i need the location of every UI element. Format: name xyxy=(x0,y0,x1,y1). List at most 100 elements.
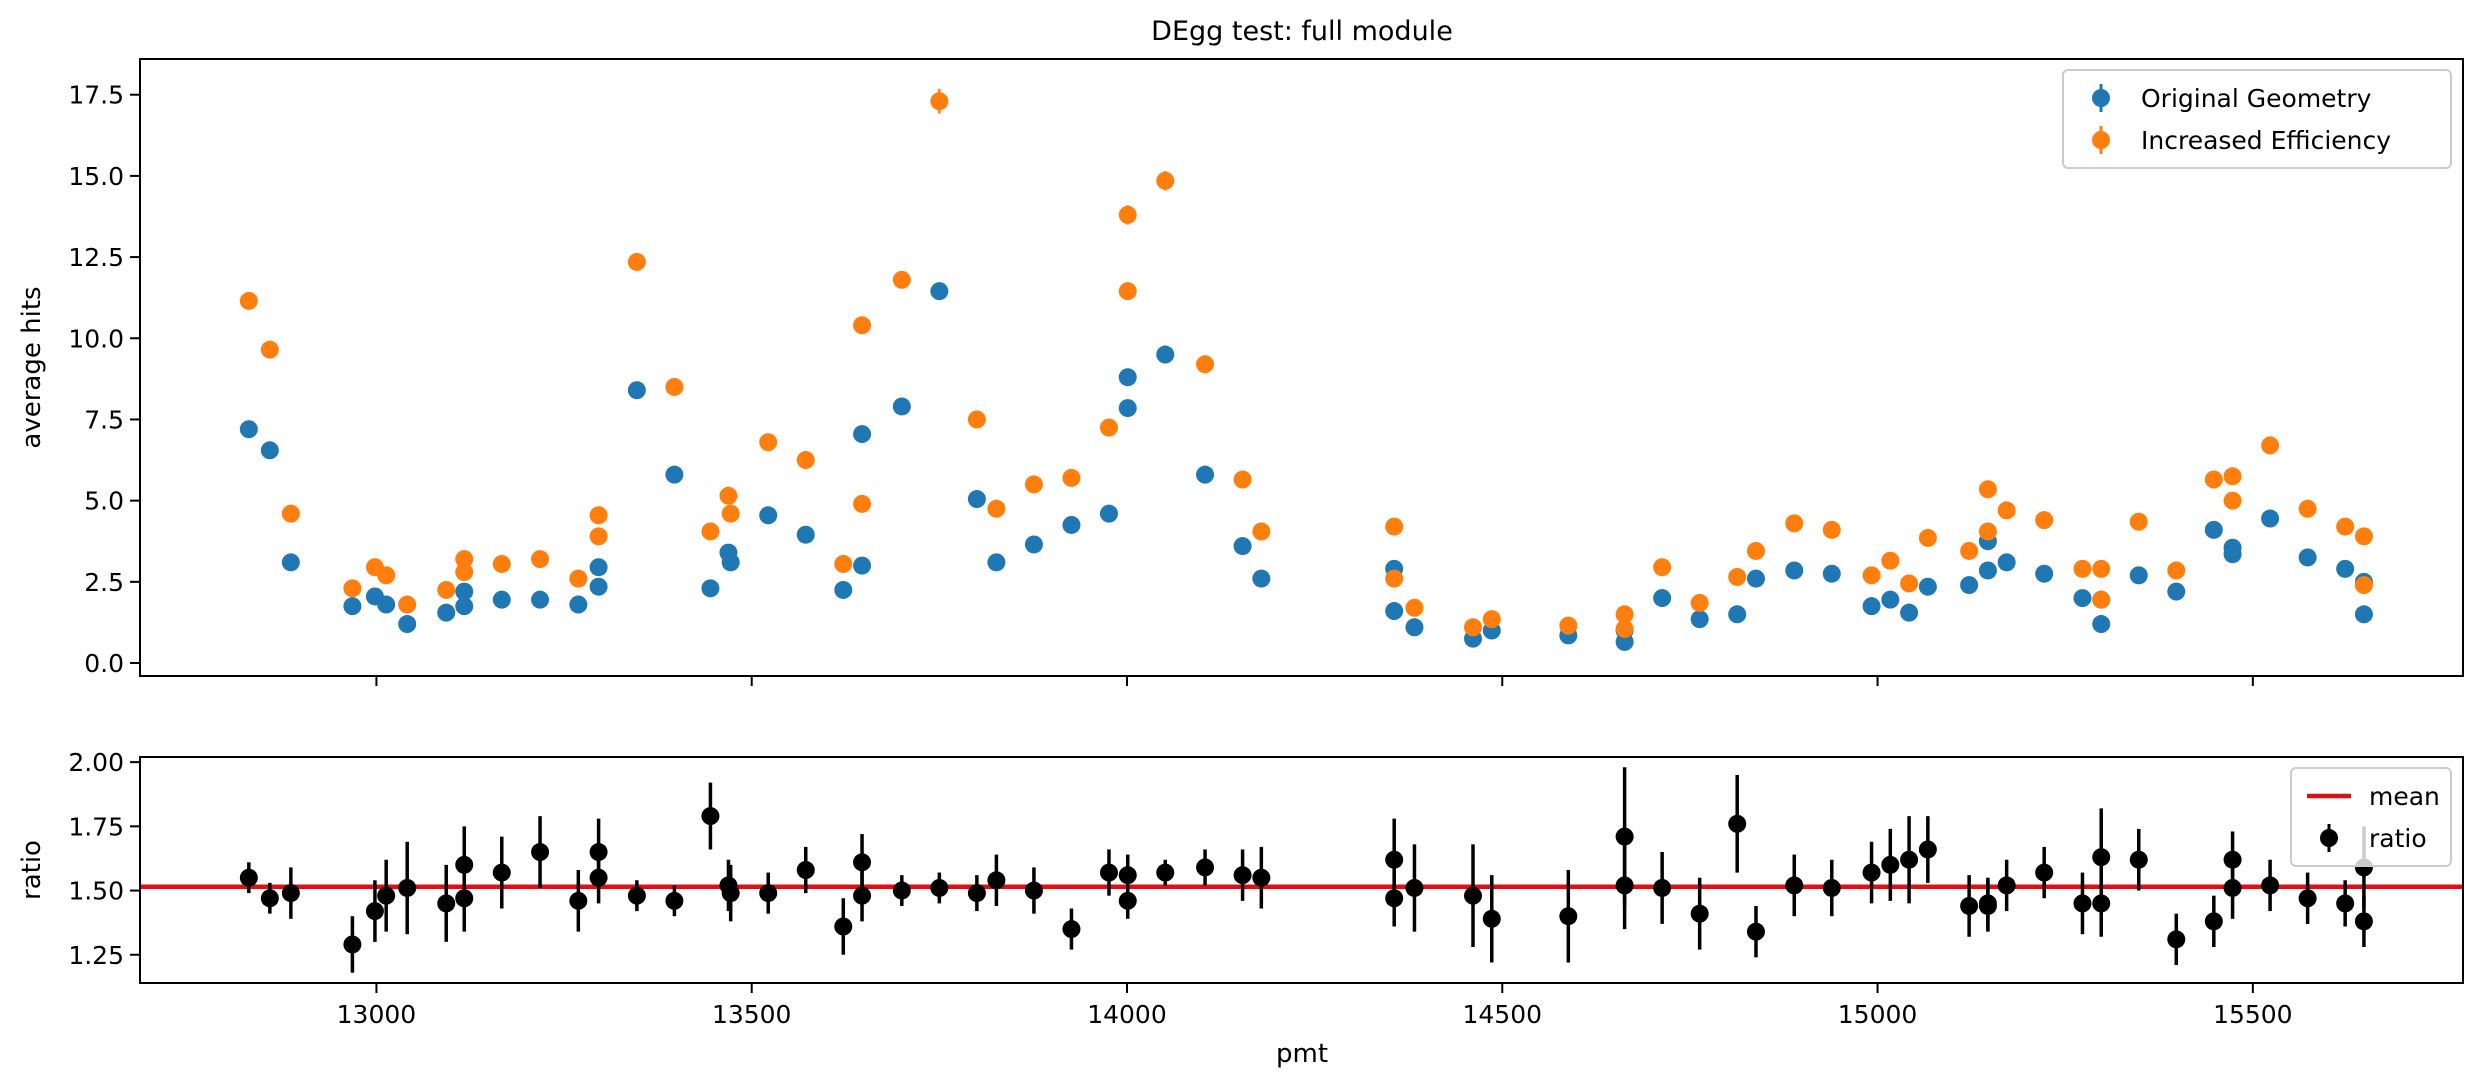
increased-efficiency-point xyxy=(1062,468,1081,487)
increased-efficiency-point xyxy=(1918,528,1937,547)
ratio-point xyxy=(1978,896,1997,915)
ratio-point xyxy=(2204,912,2223,931)
increased-efficiency-point xyxy=(2354,576,2373,595)
original-geometry-point xyxy=(1252,569,1271,588)
increased-efficiency-point xyxy=(853,494,872,513)
increased-efficiency-point xyxy=(1233,470,1252,489)
original-geometry-point xyxy=(967,490,986,509)
original-geometry-point xyxy=(1405,618,1424,637)
increased-efficiency-point xyxy=(1785,514,1804,533)
bottom-x-tick-label: 14500 xyxy=(1463,1000,1543,1029)
increased-efficiency-point xyxy=(930,92,949,111)
bottom-x-tick-label: 13500 xyxy=(712,1000,792,1029)
ratio-point xyxy=(2092,848,2111,867)
original-geometry-point xyxy=(1118,399,1137,418)
original-geometry-point xyxy=(1960,576,1979,595)
ratio-point xyxy=(627,886,646,905)
increased-efficiency-point xyxy=(2092,590,2111,609)
original-geometry-point xyxy=(1156,345,1175,364)
ratio-point xyxy=(1728,814,1747,833)
increased-efficiency-point xyxy=(1252,522,1271,541)
increased-efficiency-point xyxy=(455,563,474,582)
legend-label: mean xyxy=(2369,782,2440,811)
increased-efficiency-point xyxy=(377,566,396,585)
increased-efficiency-point xyxy=(492,554,511,573)
original-geometry-point xyxy=(1862,597,1881,616)
original-geometry-point xyxy=(1822,564,1841,583)
increased-efficiency-point xyxy=(853,316,872,335)
ratio-point xyxy=(1482,909,1501,928)
original-geometry-point xyxy=(377,595,396,614)
ratio-point xyxy=(701,807,720,826)
bottom-y-tick-label: 1.25 xyxy=(68,941,124,970)
ratio-point xyxy=(1997,876,2016,895)
top-axes-frame xyxy=(139,58,2464,677)
increased-efficiency-point xyxy=(1862,566,1881,585)
original-geometry-point xyxy=(1918,577,1937,596)
increased-efficiency-point xyxy=(2073,559,2092,578)
increased-efficiency-point xyxy=(2167,561,2186,580)
ratio-point xyxy=(239,868,258,887)
increased-efficiency-point xyxy=(892,270,911,289)
original-geometry-point xyxy=(343,597,362,616)
ratio-point xyxy=(2035,863,2054,882)
ratio-point xyxy=(437,894,456,913)
original-geometry-point xyxy=(1746,569,1765,588)
original-geometry-point xyxy=(1690,610,1709,629)
ratio-point xyxy=(1653,878,1672,897)
increased-efficiency-point xyxy=(1746,541,1765,560)
ratio-point xyxy=(2129,850,2148,869)
ratio-point xyxy=(1615,876,1634,895)
bottom-panel: 1.25 1.50 1.75 2.00 13000 13500 14000 14500 1500… xyxy=(17,748,2464,1029)
increased-efficiency-point xyxy=(1385,569,1404,588)
bottom-x-tick-label: 13000 xyxy=(337,1000,417,1029)
increased-efficiency-point xyxy=(1690,593,1709,612)
increased-efficiency-point xyxy=(2336,517,2355,536)
ratio-point xyxy=(398,878,417,897)
figure-title: DEgg test: full module xyxy=(1151,16,1453,47)
top-y-tick-label: 5.0 xyxy=(84,487,124,516)
original-geometry-point xyxy=(281,553,300,572)
increased-efficiency-point xyxy=(1978,480,1997,499)
bottom-legend: mean ratio xyxy=(2290,767,2452,867)
ratio-point xyxy=(365,902,384,921)
ratio-point xyxy=(1746,922,1765,941)
top-y-tick-label: 17.5 xyxy=(68,81,124,110)
legend-marker-point xyxy=(2320,829,2338,847)
ratio-point xyxy=(281,884,300,903)
increased-efficiency-point xyxy=(260,340,279,359)
original-geometry-point xyxy=(1653,589,1672,608)
original-geometry-point xyxy=(759,506,778,525)
ratio-point xyxy=(2354,912,2373,931)
increased-efficiency-point xyxy=(589,527,608,546)
ratio-point xyxy=(1118,891,1137,910)
ratio-point xyxy=(1690,904,1709,923)
original-geometry-point xyxy=(2261,509,2280,528)
ratio-point xyxy=(1099,863,1118,882)
legend-marker-point xyxy=(2092,131,2110,149)
original-geometry-point xyxy=(834,580,853,599)
original-geometry-point xyxy=(239,420,258,439)
original-geometry-point xyxy=(492,590,511,609)
top-y-tick-label: 15.0 xyxy=(68,162,124,191)
ratio-point xyxy=(1785,876,1804,895)
increased-efficiency-point xyxy=(1822,520,1841,539)
bottom-plot-area xyxy=(140,767,2463,973)
ratio-point xyxy=(1862,863,1881,882)
ratio-point xyxy=(1156,863,1175,882)
bottom-y-tick-label: 2.00 xyxy=(68,748,124,777)
ratio-point xyxy=(853,853,872,872)
increased-efficiency-point xyxy=(1464,618,1483,637)
original-geometry-point xyxy=(1024,535,1043,554)
original-geometry-point xyxy=(2129,566,2148,585)
ratio-point xyxy=(987,871,1006,890)
increased-efficiency-point xyxy=(2223,491,2242,510)
increased-efficiency-point xyxy=(834,554,853,573)
ratio-point xyxy=(260,889,279,908)
increased-efficiency-point xyxy=(1978,522,1997,541)
original-geometry-point xyxy=(853,425,872,444)
x-axis-label: pmt xyxy=(1276,1039,1328,1069)
original-geometry-point xyxy=(589,558,608,577)
increased-efficiency-point xyxy=(455,550,474,569)
